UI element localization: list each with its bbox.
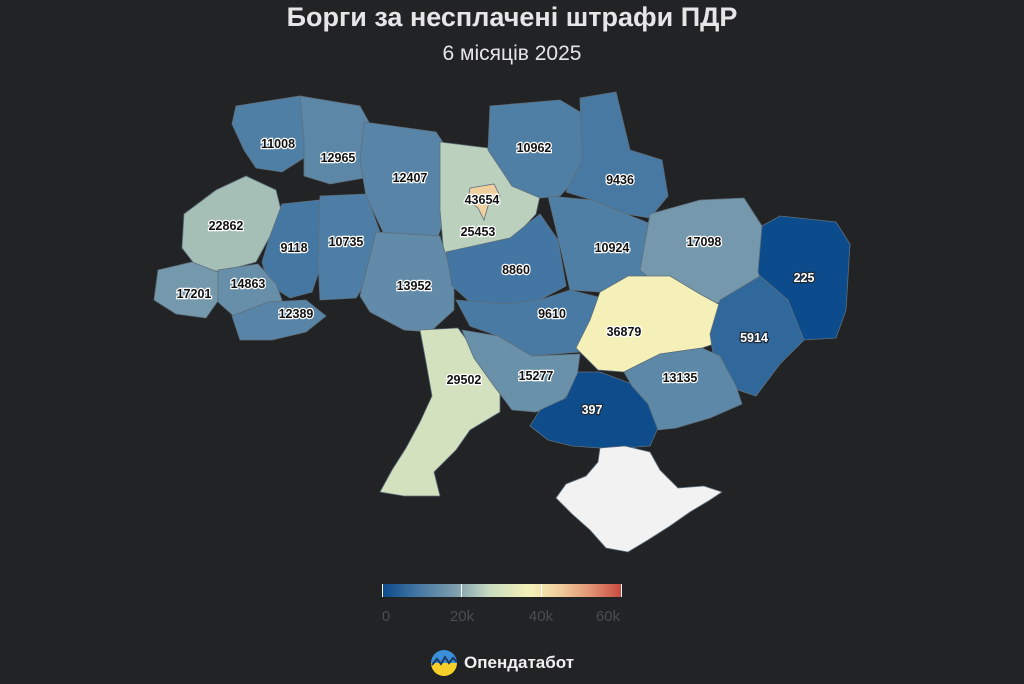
region-value-label: 29502 [447, 373, 482, 387]
region-value-label: 13135 [663, 371, 698, 385]
region-cherkasy [445, 213, 567, 307]
region-value-label: 8860 [502, 263, 530, 277]
region-value-label: 12407 [393, 171, 428, 185]
region-value-label: 5914 [740, 331, 768, 345]
region-value-label: 17098 [687, 235, 722, 249]
legend-tick-mark [461, 584, 462, 597]
legend-tick-label: 60k [595, 608, 621, 625]
region-value-label: 25453 [461, 225, 496, 239]
map-subtitle: 6 місяців 2025 [442, 42, 582, 65]
region-value-label: 36879 [607, 325, 642, 339]
region-value-label: 12389 [279, 307, 314, 321]
legend-gradient-bar [382, 584, 622, 597]
legend-tick-mark [382, 584, 383, 597]
region-value-label: 10962 [517, 141, 552, 155]
region-value-label: 10735 [329, 235, 364, 249]
region-value-label: 14863 [231, 277, 266, 291]
legend-tick-label: 40k [528, 608, 554, 625]
region-rivne [299, 95, 373, 185]
region-value-label: 9610 [538, 307, 566, 321]
region-value-label: 12965 [321, 151, 356, 165]
region-donetsk [709, 275, 805, 397]
brand-name: Опендатабот [464, 653, 575, 672]
opendatabot-logo-icon [431, 650, 457, 676]
region-lviv [181, 175, 283, 273]
region-value-label: 225 [794, 271, 815, 285]
region-zaporizhzhia [623, 347, 743, 431]
region-kherson [529, 371, 659, 449]
region-value-label: 397 [582, 403, 603, 417]
region-value-label: 9118 [280, 241, 307, 255]
legend-tick-label: 20k [449, 608, 475, 625]
region-value-label: 11008 [261, 137, 295, 151]
region-chernivtsi [231, 299, 327, 341]
region-zakarpattia [153, 261, 221, 319]
color-legend: 0 20k 40k 60k [382, 584, 622, 625]
region-value-label: 43654 [465, 193, 500, 207]
region-kyiv-city [467, 183, 501, 222]
region-value-label: 13952 [397, 279, 432, 293]
region-value-label: 17201 [177, 287, 212, 301]
crimea-region [555, 445, 723, 553]
region-value-label: 22862 [209, 219, 244, 233]
legend-tick-mark [541, 584, 542, 597]
region-value-label: 10924 [595, 241, 630, 255]
map-title: Борги за несплачені штрафи ПДР [286, 2, 738, 32]
region-chernihiv [487, 99, 591, 199]
region-volyn [231, 95, 313, 173]
legend-tick-mark [621, 584, 622, 597]
region-value-label: 9436 [606, 173, 634, 187]
region-value-label: 15277 [519, 369, 554, 383]
legend-tick-label: 0 [381, 608, 391, 625]
brand-logo: Опендатабот [430, 649, 574, 677]
